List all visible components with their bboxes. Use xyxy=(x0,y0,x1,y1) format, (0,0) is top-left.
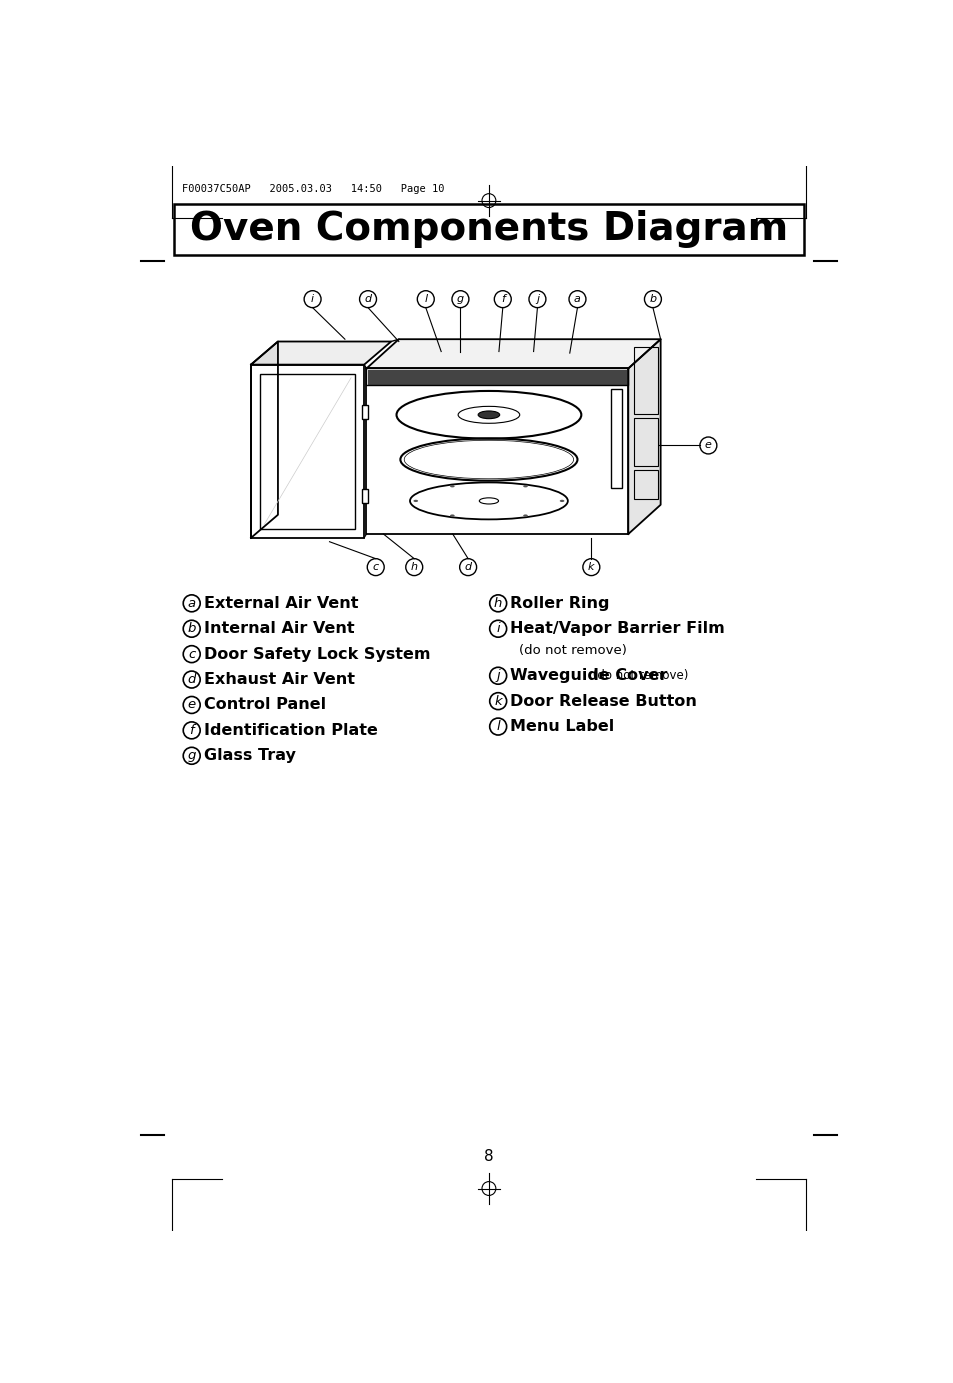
Text: l: l xyxy=(424,295,427,304)
Text: h: h xyxy=(494,597,502,610)
Bar xyxy=(366,368,628,534)
Ellipse shape xyxy=(522,485,527,487)
Text: k: k xyxy=(587,561,594,573)
Text: d: d xyxy=(188,674,195,686)
Text: Internal Air Vent: Internal Air Vent xyxy=(204,621,355,636)
Bar xyxy=(251,365,364,538)
Ellipse shape xyxy=(559,499,564,502)
Text: g: g xyxy=(456,295,463,304)
Text: b: b xyxy=(649,295,656,304)
Text: e: e xyxy=(704,440,711,451)
Ellipse shape xyxy=(450,514,455,517)
Text: (do not remove): (do not remove) xyxy=(588,669,688,682)
Text: Heat/Vapor Barrier Film: Heat/Vapor Barrier Film xyxy=(510,621,724,636)
Text: Door Safety Lock System: Door Safety Lock System xyxy=(204,647,430,661)
Text: g: g xyxy=(188,750,195,762)
Text: a: a xyxy=(188,597,195,610)
Ellipse shape xyxy=(477,411,499,419)
Text: Door Release Button: Door Release Button xyxy=(510,694,697,708)
Bar xyxy=(634,347,657,414)
Text: d: d xyxy=(364,295,372,304)
Bar xyxy=(634,470,657,499)
Text: a: a xyxy=(574,295,580,304)
Text: Identification Plate: Identification Plate xyxy=(204,723,377,739)
Text: c: c xyxy=(373,561,378,573)
Text: b: b xyxy=(188,622,195,635)
Bar xyxy=(366,368,628,386)
Text: Menu Label: Menu Label xyxy=(510,719,614,734)
Text: Glass Tray: Glass Tray xyxy=(204,748,295,763)
Polygon shape xyxy=(628,339,659,534)
Bar xyxy=(361,490,368,503)
Text: i: i xyxy=(496,622,499,635)
Bar xyxy=(260,373,355,528)
Ellipse shape xyxy=(522,514,527,517)
Text: F00037C50AP   2005.03.03   14:50   Page 10: F00037C50AP 2005.03.03 14:50 Page 10 xyxy=(181,184,444,194)
Ellipse shape xyxy=(450,485,455,487)
Text: l: l xyxy=(496,721,499,733)
Text: Exhaust Air Vent: Exhaust Air Vent xyxy=(204,672,355,687)
Text: External Air Vent: External Air Vent xyxy=(204,596,358,611)
Polygon shape xyxy=(251,342,277,538)
Text: c: c xyxy=(188,647,195,661)
Bar xyxy=(611,389,621,488)
Bar xyxy=(361,405,368,419)
Text: e: e xyxy=(188,698,195,711)
Text: j: j xyxy=(496,669,499,682)
Text: Oven Components Diagram: Oven Components Diagram xyxy=(190,210,787,249)
Bar xyxy=(368,371,626,386)
Polygon shape xyxy=(251,342,391,365)
Text: f: f xyxy=(190,723,193,737)
Ellipse shape xyxy=(413,499,417,502)
Text: (do not remove): (do not remove) xyxy=(518,644,626,657)
Text: k: k xyxy=(494,694,501,708)
Polygon shape xyxy=(366,339,659,368)
Text: h: h xyxy=(411,561,417,573)
Text: f: f xyxy=(500,295,504,304)
Text: 8: 8 xyxy=(483,1149,494,1163)
Text: j: j xyxy=(536,295,538,304)
Text: d: d xyxy=(464,561,471,573)
Text: Control Panel: Control Panel xyxy=(204,697,326,712)
Text: i: i xyxy=(311,295,314,304)
Text: Roller Ring: Roller Ring xyxy=(510,596,609,611)
Bar xyxy=(634,419,657,466)
Bar xyxy=(173,205,803,254)
Text: Waveguide Cover: Waveguide Cover xyxy=(510,668,667,683)
